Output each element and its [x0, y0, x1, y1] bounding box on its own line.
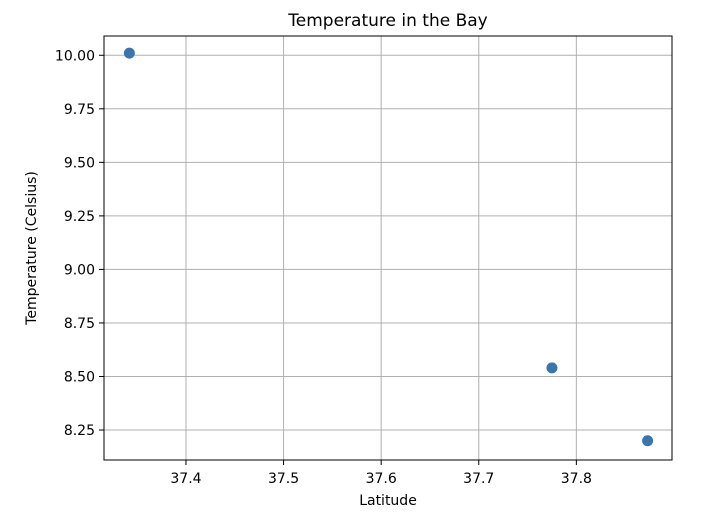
data-point: [546, 362, 558, 374]
data-point: [123, 47, 135, 59]
chart-title: Temperature in the Bay: [287, 11, 487, 31]
y-tick-label: 9.75: [64, 102, 95, 118]
data-points: [123, 47, 654, 447]
grid: [104, 36, 672, 460]
x-tick-label: 37.8: [561, 471, 592, 487]
x-axis-label: Latitude: [359, 493, 417, 509]
x-tick-label: 37.5: [268, 471, 299, 487]
y-axis-label: Temperature (Celsius): [24, 171, 40, 326]
y-axis-ticks: 8.25 8.50 8.75 9.00 9.25 9.50 9.75 10.00: [55, 48, 104, 439]
x-tick-label: 37.6: [366, 471, 397, 487]
x-axis-ticks: 37.4 37.5 37.6 37.7 37.8: [170, 460, 592, 487]
y-tick-label: 8.75: [64, 316, 95, 332]
y-tick-label: 8.50: [64, 369, 95, 385]
x-tick-label: 37.4: [170, 471, 201, 487]
y-tick-label: 8.25: [64, 423, 95, 439]
plot-area-frame: [103, 35, 673, 461]
x-tick-label: 37.7: [463, 471, 494, 487]
y-tick-label: 9.25: [64, 209, 95, 225]
y-tick-label: 10.00: [55, 48, 95, 64]
data-point: [642, 435, 654, 447]
y-tick-label: 9.00: [64, 262, 95, 278]
y-tick-label: 9.50: [64, 155, 95, 171]
